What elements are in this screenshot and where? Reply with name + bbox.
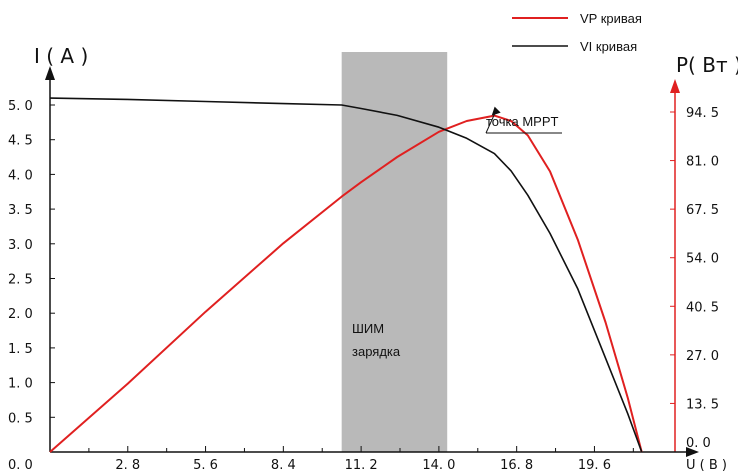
y-left-tick-label: 2. 5 bbox=[8, 273, 33, 288]
x-axis-title: U ( B ) bbox=[686, 458, 727, 473]
y-right-tick-label: 54. 0 bbox=[686, 252, 719, 267]
x-tick-label: 19. 6 bbox=[578, 458, 611, 473]
pwm-label-line1: ШИМ bbox=[352, 321, 384, 336]
y-left-tick-label: 4. 5 bbox=[8, 134, 33, 149]
legend-label-vi: VI кривая bbox=[580, 39, 637, 54]
legend-label-vp: VP кривая bbox=[580, 11, 642, 26]
x-tick-label: 14. 0 bbox=[422, 458, 455, 473]
y-right-tick-label: 27. 0 bbox=[686, 349, 719, 364]
y-left-tick-label: 4. 0 bbox=[8, 168, 33, 183]
vi-curve-line bbox=[49, 97, 643, 453]
y-left-tick-label: 1. 5 bbox=[8, 342, 33, 357]
y-right-tick-label: 81. 0 bbox=[686, 155, 719, 170]
pwm-charging-band bbox=[341, 52, 448, 452]
y-right-tick-label: 94. 5 bbox=[686, 106, 719, 121]
x-tick-label: 2. 8 bbox=[115, 458, 140, 473]
x-tick-label: 11. 2 bbox=[345, 458, 378, 473]
mppt-annotation-arrowhead bbox=[491, 106, 501, 116]
y-left-tick-label: 3. 0 bbox=[8, 238, 33, 253]
y-right-tick-label: 40. 5 bbox=[686, 300, 719, 315]
legend: VP кривая VI кривая bbox=[512, 11, 642, 54]
x-tick-label: 5. 6 bbox=[193, 458, 218, 473]
x-tick-label: 8. 4 bbox=[271, 458, 296, 473]
y-axis-right-title: P( Вт ) bbox=[676, 53, 738, 77]
pwm-label-line2: зарядка bbox=[352, 344, 401, 359]
y-left-tick-label: 2. 0 bbox=[8, 307, 33, 322]
x-origin-label: 0. 0 bbox=[8, 458, 33, 473]
y-left-tick-label: 0. 5 bbox=[8, 411, 33, 426]
y-left-tick-label: 1. 0 bbox=[8, 377, 33, 392]
y-left-tick-label: 5. 0 bbox=[8, 99, 33, 114]
y-right-tick-label: 13. 5 bbox=[686, 397, 719, 412]
y-right-tick-label: 0. 0 bbox=[686, 436, 711, 451]
mppt-annotation-label: точка MPPT bbox=[486, 114, 559, 129]
y-right-tick-label: 67. 5 bbox=[686, 203, 719, 218]
y-axis-left-title: I ( A ) bbox=[34, 44, 88, 68]
mppt-annotation-arrow bbox=[485, 111, 497, 134]
x-axis-arrow bbox=[686, 447, 699, 457]
vp-curve-line bbox=[49, 114, 643, 453]
x-tick-label: 16. 8 bbox=[500, 458, 533, 473]
y-axis-right-arrow bbox=[670, 79, 680, 93]
y-left-tick-label: 3. 5 bbox=[8, 203, 33, 218]
y-axis-left-arrow bbox=[45, 66, 55, 80]
